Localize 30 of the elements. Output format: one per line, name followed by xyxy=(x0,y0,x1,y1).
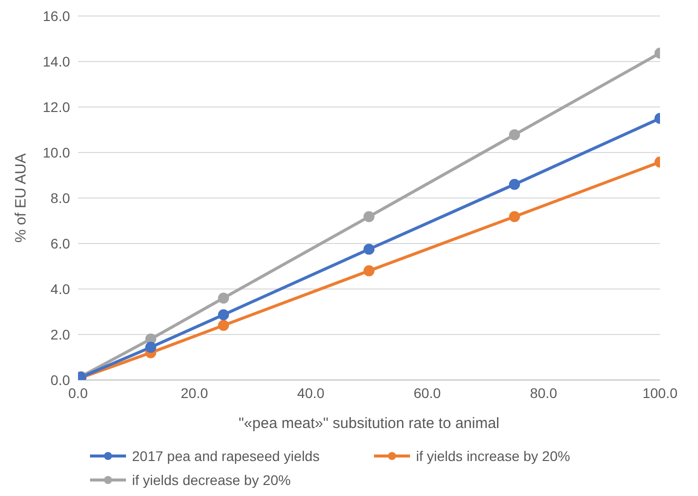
point xyxy=(364,265,374,276)
point xyxy=(509,129,520,140)
point xyxy=(218,309,229,320)
y-tick-label: 12.0 xyxy=(42,98,70,115)
point xyxy=(364,211,374,222)
y-tick-label: 2.0 xyxy=(50,326,70,342)
x-tick-label: 20.0 xyxy=(180,384,208,401)
y-tick-label: 6.0 xyxy=(50,235,70,252)
x-tick-label: 0.0 xyxy=(68,384,88,401)
y-tick-label: 8.0 xyxy=(50,190,70,206)
point xyxy=(145,342,156,353)
x-axis-title: "«pea meat»" subsitution rate to animal xyxy=(238,415,500,432)
legend-label: if yields decrease by 20% xyxy=(132,472,291,488)
y-tick-label: 4.0 xyxy=(50,280,70,297)
point xyxy=(509,211,520,222)
x-tick-label: 40.0 xyxy=(297,384,325,401)
point xyxy=(509,178,520,190)
y-tick-label: 0.0 xyxy=(50,372,70,388)
y-tick-label: 16.0 xyxy=(42,8,70,24)
point xyxy=(364,244,374,255)
x-tick-label: 60.0 xyxy=(414,384,442,401)
y-axis-title: % of EU AUA xyxy=(12,153,30,243)
legend-label: if yields increase by 20% xyxy=(416,448,570,464)
x-tick-label: 100.0 xyxy=(642,384,678,401)
point xyxy=(218,292,229,304)
y-tick-label: 10.0 xyxy=(42,144,70,160)
x-tick-label: 80.0 xyxy=(530,384,558,401)
point xyxy=(218,320,229,331)
y-tick-label: 14.0 xyxy=(42,53,70,70)
legend-label: 2017 pea and rapeseed yields xyxy=(132,448,320,464)
